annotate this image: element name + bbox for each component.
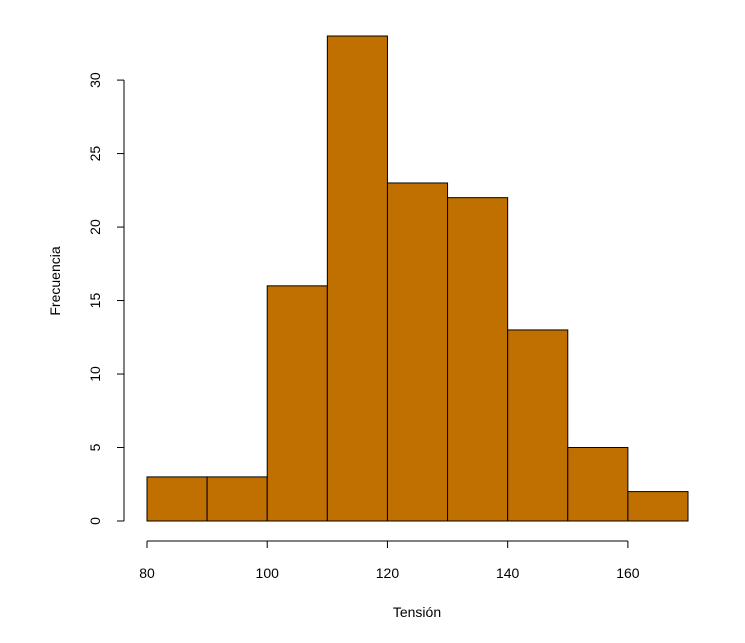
x-tick-label: 100 xyxy=(256,565,280,581)
y-tick-label: 20 xyxy=(87,219,103,235)
histogram-bar xyxy=(146,476,208,522)
x-tick-label: 160 xyxy=(616,565,640,581)
y-axis-title: Frecuencia xyxy=(47,246,63,315)
y-tick-label: 30 xyxy=(87,72,103,88)
histogram-bar xyxy=(447,197,509,522)
x-axis: 80 100 120 140 160 xyxy=(139,540,640,581)
histogram-bars xyxy=(146,35,689,522)
histogram-bar xyxy=(507,329,569,522)
y-axis: 0 5 10 15 20 25 30 xyxy=(87,72,125,525)
histogram-bar xyxy=(386,182,449,522)
histogram-bar xyxy=(266,285,328,522)
histogram-bar xyxy=(567,447,629,522)
histogram-bar xyxy=(206,476,268,522)
histogram-bar xyxy=(627,491,689,522)
y-tick-label: 15 xyxy=(87,293,103,309)
y-tick-label: 25 xyxy=(87,146,103,162)
x-tick-label: 120 xyxy=(376,565,400,581)
y-tick-label: 0 xyxy=(87,517,103,525)
x-tick-label: 80 xyxy=(139,565,155,581)
y-tick-label: 5 xyxy=(87,443,103,451)
x-tick-label: 140 xyxy=(496,565,520,581)
histogram-bar xyxy=(326,35,388,522)
y-tick-label: 10 xyxy=(87,366,103,382)
x-axis-title: Tensión xyxy=(393,604,441,620)
